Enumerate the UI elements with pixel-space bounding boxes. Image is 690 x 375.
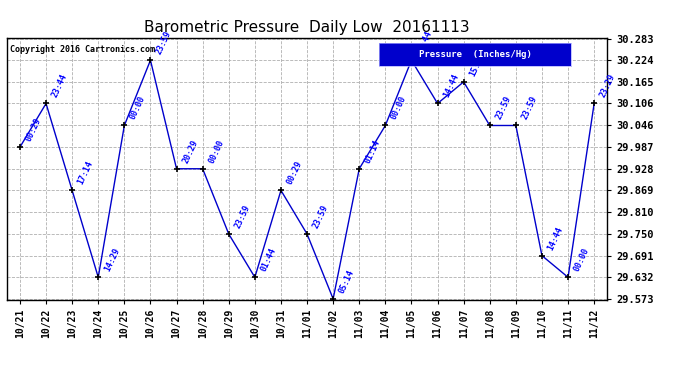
Text: 00:00: 00:00: [390, 95, 408, 122]
Text: 14:44: 14:44: [546, 225, 565, 252]
Text: 00:29: 00:29: [24, 117, 43, 143]
Text: 00:29: 00:29: [285, 160, 304, 186]
Text: 15:29: 15:29: [468, 51, 486, 78]
Text: Copyright 2016 Cartronics.com: Copyright 2016 Cartronics.com: [10, 45, 155, 54]
Text: 23:59: 23:59: [494, 95, 513, 122]
Text: 01:44: 01:44: [259, 247, 278, 273]
Text: 23:59: 23:59: [520, 95, 539, 122]
Text: 05:14: 05:14: [337, 268, 356, 295]
Text: 23:44: 23:44: [50, 73, 69, 99]
Text: 17:14: 17:14: [77, 160, 95, 186]
Title: Barometric Pressure  Daily Low  20161113: Barometric Pressure Daily Low 20161113: [144, 20, 470, 35]
Text: 14:44: 14:44: [442, 73, 460, 99]
Text: 01:14: 01:14: [364, 138, 382, 165]
Text: 00:00: 00:00: [207, 138, 226, 165]
Text: 00:00: 00:00: [572, 247, 591, 273]
Text: 23:59: 23:59: [233, 203, 252, 230]
Text: 23:29: 23:29: [598, 73, 617, 99]
Text: 23:59: 23:59: [311, 203, 330, 230]
Text: 23:59: 23:59: [155, 30, 173, 56]
Text: 00:00: 00:00: [128, 95, 147, 122]
Text: 14:29: 14:29: [102, 247, 121, 273]
Text: 22:44: 22:44: [415, 30, 434, 56]
Text: 20:29: 20:29: [181, 138, 199, 165]
